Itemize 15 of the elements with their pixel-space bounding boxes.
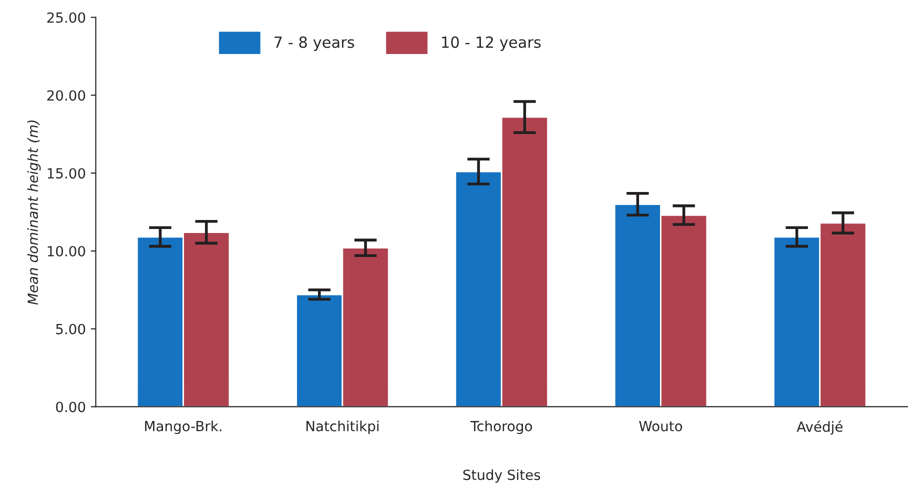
x-tick-label: Tchorogo — [470, 420, 532, 434]
y-tick-label: 25.00 — [47, 12, 86, 23]
x-tick-label: Wouto — [639, 421, 682, 432]
y-tick-label: 20.00 — [47, 90, 86, 101]
legend-label: 7 - 8 years — [274, 36, 354, 51]
x-axis-title: Study Sites — [463, 469, 540, 483]
y-tick-label: 5.00 — [56, 324, 86, 334]
x-tick-label: Avédjé — [796, 420, 842, 435]
legend-label: 10 - 12 years — [442, 36, 541, 51]
y-tick-label: 15.00 — [48, 168, 86, 179]
x-tick-label: Natchitikpi — [306, 420, 378, 434]
y-axis-title: Mean dominant height (m) — [27, 120, 41, 305]
x-tick-label: Mango-Brk. — [145, 420, 222, 434]
y-tick-label: 10.00 — [48, 246, 86, 256]
y-tick-label: 0.00 — [56, 402, 86, 412]
